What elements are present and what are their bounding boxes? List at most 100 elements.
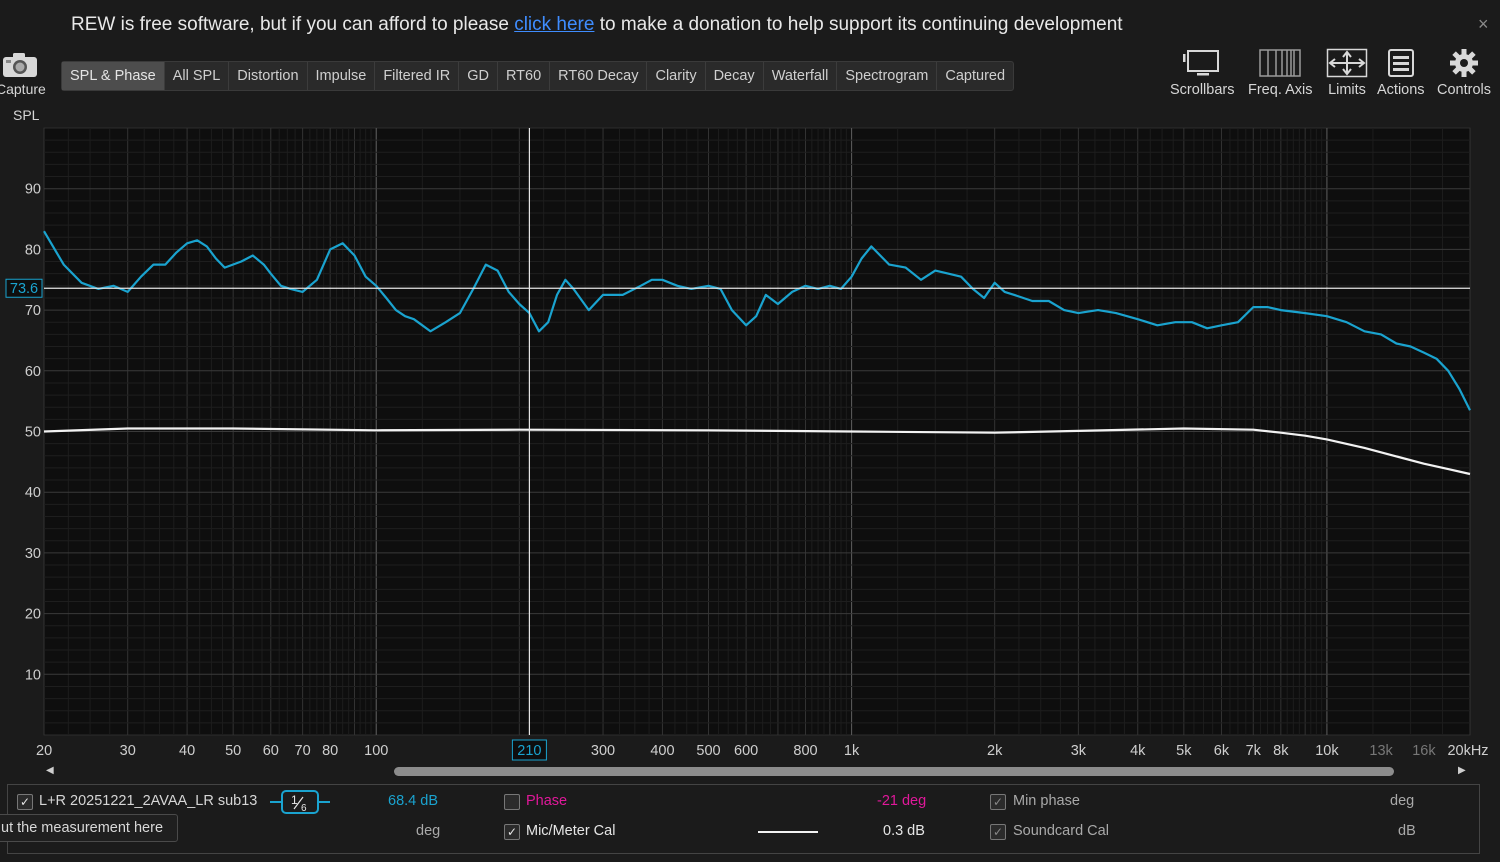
limits-button[interactable]: Limits	[1326, 46, 1368, 98]
panel-label: SPL	[13, 107, 40, 123]
y-tick-label: 90	[25, 182, 41, 198]
x-tick-label: 40	[179, 743, 195, 759]
tab-spl-phase[interactable]: SPL & Phase	[62, 62, 165, 90]
x-tick-label: 100	[364, 743, 388, 759]
x-tick-label: 600	[734, 743, 758, 759]
scroll-left-arrow-icon[interactable]: ◀	[46, 765, 54, 776]
tab-decay[interactable]: Decay	[706, 62, 764, 90]
limits-icon	[1326, 48, 1368, 78]
actions-label: Actions	[1377, 82, 1425, 98]
x-tick-label: 13k	[1369, 743, 1393, 759]
spl-value: 68.4 dB	[388, 793, 438, 809]
mic-cal-label: Mic/Meter Cal	[526, 823, 616, 839]
controls-button[interactable]: Controls	[1437, 46, 1491, 98]
phase-checkbox[interactable]	[504, 794, 520, 810]
phase-value: -21 deg	[877, 793, 927, 809]
y-tick-label: 20	[25, 607, 41, 623]
mic-cal-checkbox[interactable]: ✓	[504, 824, 520, 840]
y-tick-label: 80	[25, 242, 41, 258]
tab-filtered-ir[interactable]: Filtered IR	[375, 62, 460, 90]
tab-gd[interactable]: GD	[459, 62, 498, 90]
actions-icon	[1387, 49, 1414, 77]
cursor-x-readout-box	[511, 739, 547, 761]
x-tick-label: 16k	[1412, 743, 1436, 759]
tab-rt60[interactable]: RT60	[498, 62, 551, 90]
horizontal-scrollbar[interactable]: ◀ ▶	[44, 765, 1470, 779]
close-banner-button[interactable]: ×	[1478, 14, 1489, 34]
tab-all-spl[interactable]: All SPL	[165, 62, 230, 90]
cursor-y-readout-box	[5, 278, 43, 298]
tab-captured[interactable]: Captured	[945, 68, 1006, 84]
spl-trace	[43, 230, 1471, 411]
x-tick-label: 20kHz	[1447, 743, 1488, 759]
scrollbars-icon	[1183, 50, 1220, 76]
scroll-right-arrow-icon[interactable]: ▶	[1458, 765, 1466, 776]
x-tick-label: 400	[650, 743, 674, 759]
x-tick-label: 5k	[1176, 743, 1192, 759]
y-tick-label: 10	[25, 667, 41, 683]
soundcard-cal-label: Soundcard Cal	[1013, 823, 1109, 839]
mic-cal-line-swatch	[758, 831, 818, 833]
x-tick-label: 300	[591, 743, 615, 759]
donation-banner: REW is free software, but if you can aff…	[0, 0, 1500, 50]
measurement-visible-checkbox[interactable]: ✓	[17, 794, 33, 810]
x-tick-label: 10k	[1315, 743, 1339, 759]
x-tick-label: 70	[295, 743, 311, 759]
x-tick-label: 3k	[1071, 743, 1087, 759]
camera-icon	[3, 53, 37, 77]
tab-impulse[interactable]: Impulse	[308, 62, 376, 90]
soundcard-unit: dB	[1398, 823, 1416, 839]
measurement-legend: ✓ L+R 20251221_2AVAA_LR sub13 1 6 68.4 d…	[7, 784, 1480, 854]
donation-text-after: to make a donation to help support its c…	[594, 14, 1123, 35]
capture-button[interactable]: Capture	[0, 48, 50, 102]
x-tick-label: 20	[36, 743, 52, 759]
donation-text-before: REW is free software, but if you can aff…	[71, 14, 515, 35]
tab-rt60-decay[interactable]: RT60 Decay	[550, 62, 648, 90]
y-tick-label: 30	[25, 546, 41, 562]
smoothing-control[interactable]: 1 6	[270, 789, 330, 815]
spl-graph[interactable]: 10 20 30 40 50 60 70 80 90 20 30 40 50 60 70 80 100 300 40…	[0, 118, 1500, 764]
freq-axis-icon	[1259, 49, 1301, 77]
x-tick-label: 8k	[1273, 743, 1289, 759]
measurement-notes-input[interactable]: ut the measurement here	[0, 814, 178, 842]
measurement-name[interactable]: L+R 20251221_2AVAA_LR sub13	[39, 793, 258, 809]
x-tick-label: 6k	[1214, 743, 1230, 759]
cursor-y-readout: 73.6	[10, 281, 38, 297]
limits-label: Limits	[1328, 82, 1366, 98]
min-phase-checkbox[interactable]: ✓	[990, 794, 1006, 810]
x-tick-label: 80	[322, 743, 338, 759]
x-tick-label: 2k	[987, 743, 1003, 759]
tab-waterfall[interactable]: Waterfall	[764, 62, 838, 90]
tab-distortion[interactable]: Distortion	[229, 62, 308, 90]
x-tick-label: 60	[263, 743, 279, 759]
phase-unit: deg	[416, 823, 441, 839]
mic-cal-trace	[43, 427, 1471, 476]
x-tick-label: 1k	[844, 743, 860, 759]
phase-label: Phase	[526, 793, 568, 809]
tab-clarity[interactable]: Clarity	[647, 62, 706, 90]
x-tick-label: 50	[225, 743, 241, 759]
x-tick-label: 800	[793, 743, 817, 759]
x-tick-label: 7k	[1246, 743, 1262, 759]
freq-axis-button[interactable]: Freq. Axis	[1248, 46, 1312, 98]
x-tick-label: 500	[696, 743, 720, 759]
mic-cal-value: 0.3 dB	[883, 823, 925, 839]
y-tick-label: 60	[25, 364, 41, 380]
scrollbars-button[interactable]: Scrollbars	[1170, 46, 1234, 98]
freq-axis-label: Freq. Axis	[1248, 82, 1313, 98]
smoothing-denominator: 6	[301, 803, 307, 814]
cursor-x-readout: 210	[517, 743, 541, 759]
min-phase-unit: deg	[1390, 793, 1415, 809]
scrollbars-label: Scrollbars	[1170, 82, 1235, 98]
donation-link[interactable]: click here	[514, 14, 595, 35]
y-tick-label: 40	[25, 485, 41, 501]
capture-label: Capture	[0, 81, 46, 97]
graph-tab-bar: SPL & Phase All SPL Distortion Impulse Filte…	[61, 61, 1015, 91]
scrollbar-thumb[interactable]	[394, 767, 1394, 776]
tab-spectrogram[interactable]: Spectrogram	[837, 62, 938, 90]
x-tick-label: 4k	[1130, 743, 1146, 759]
smoothing-numerator: 1	[291, 793, 298, 807]
min-phase-label: Min phase	[1013, 793, 1080, 809]
actions-button[interactable]: Actions	[1377, 46, 1425, 98]
soundcard-cal-checkbox[interactable]: ✓	[990, 824, 1006, 840]
